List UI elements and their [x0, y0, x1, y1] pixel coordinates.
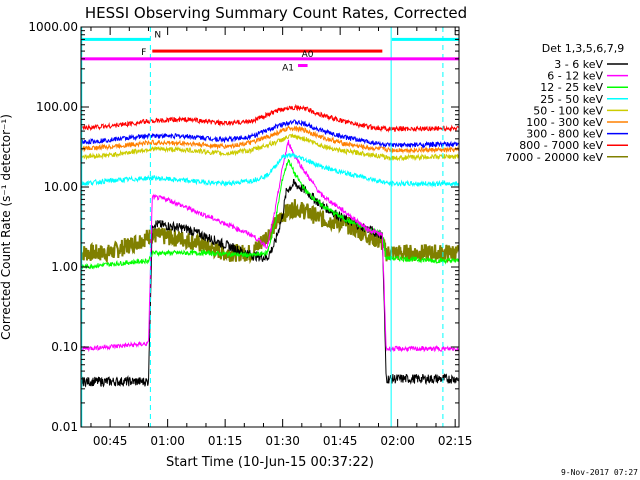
flag-label: A1	[282, 64, 294, 74]
legend-label: 800 - 7000 keV	[519, 139, 603, 152]
x-tick-label: 02:00	[380, 434, 415, 448]
y-tick-label: 1000.00	[28, 20, 78, 34]
legend-label: 3 - 6 keV	[554, 58, 603, 71]
flag-bar	[81, 37, 151, 41]
flag-bar	[152, 49, 383, 53]
y-axis: 0.01 0.10 1.00 10.00 100.00 1000.00	[28, 20, 459, 434]
x-axis: 00:45 01:00 01:15 01:30 01:45 02:00 02:15	[90, 27, 473, 448]
flag-bar	[81, 57, 459, 61]
series-line	[81, 139, 459, 353]
x-tick-label: 00:45	[93, 434, 128, 448]
legend-label: 50 - 100 keV	[533, 104, 603, 117]
series-line	[81, 159, 459, 270]
chart-title: HESSI Observing Summary Count Rates, Cor…	[85, 4, 467, 22]
legend-label: 25 - 50 keV	[540, 93, 603, 106]
x-tick-label: 01:15	[208, 434, 243, 448]
flag-bar	[391, 37, 459, 41]
legend-label: 100 - 300 keV	[526, 116, 603, 129]
series-line	[81, 152, 459, 188]
legend-label: 12 - 25 keV	[540, 81, 603, 94]
series-layer	[81, 103, 459, 388]
x-axis-label: Start Time (10-Jun-15 00:37:22)	[166, 455, 374, 470]
plot-frame	[80, 26, 460, 428]
series-line	[81, 124, 459, 155]
x-tick-label: 01:30	[265, 434, 300, 448]
y-tick-label: 100.00	[36, 100, 78, 114]
flag-label: F	[141, 48, 146, 58]
vertical-lines-layer	[81, 27, 444, 427]
legend-label: 6 - 12 keV	[547, 70, 603, 83]
series-line	[81, 103, 459, 133]
flag-label: A0	[302, 50, 314, 60]
legend-label: 7000 - 20000 keV	[505, 151, 603, 164]
legend-label: 300 - 800 keV	[526, 128, 603, 141]
y-tick-label: 0.10	[51, 340, 78, 354]
y-tick-label: 1.00	[51, 260, 78, 274]
flag-bar	[297, 64, 308, 68]
series-line	[81, 132, 459, 162]
x-tick-label: 02:15	[438, 434, 473, 448]
y-tick-label: 10.00	[44, 180, 78, 194]
series-line	[81, 178, 459, 388]
legend-title: Det 1,3,5,6,7,9	[542, 42, 625, 55]
x-tick-label: 01:00	[150, 434, 185, 448]
timestamp: 9-Nov-2017 07:27	[561, 468, 638, 477]
y-axis-label: Corrected Count Rate (s⁻¹ detector⁻¹)	[0, 114, 13, 340]
series-line	[81, 119, 459, 149]
y-tick-label: 0.01	[51, 420, 78, 434]
flag-label: N	[154, 30, 161, 40]
x-tick-label: 01:45	[323, 434, 358, 448]
flag-bars-layer: NF A0 A1	[81, 30, 459, 74]
